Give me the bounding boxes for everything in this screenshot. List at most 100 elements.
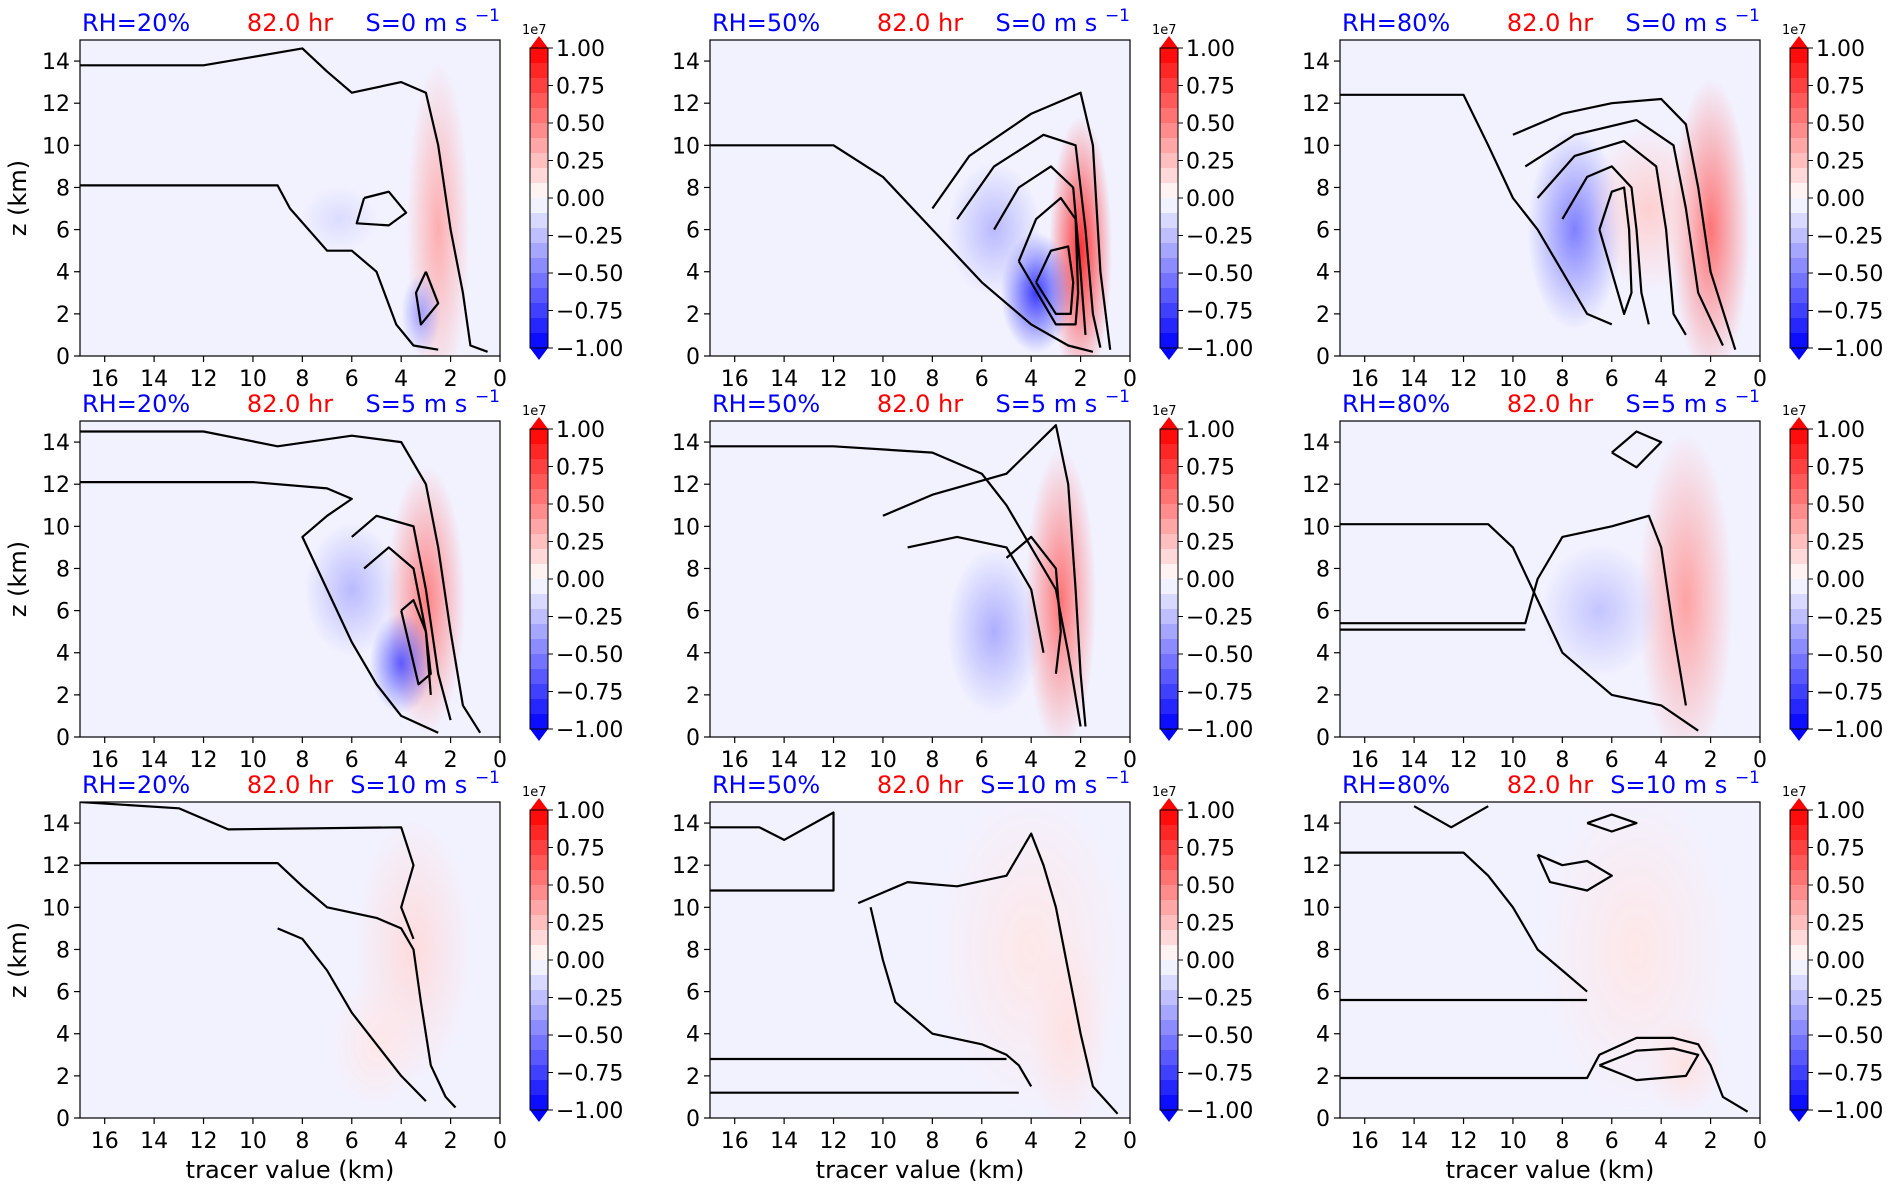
x-tick-label: 2 <box>444 367 458 392</box>
colorbar-segment <box>1160 1050 1178 1066</box>
colorbar-segment <box>1160 669 1178 685</box>
colorbar-segment <box>1160 63 1178 79</box>
y-tick-label: 12 <box>1302 92 1330 117</box>
time-title: 82.0 hr <box>877 9 963 37</box>
colorbar-segment <box>1790 288 1808 304</box>
colorbar-segment <box>1160 714 1178 730</box>
anomaly-blob <box>401 273 441 354</box>
colorbar-tick-label: −0.75 <box>1816 300 1883 325</box>
colorbar-segment <box>530 429 548 445</box>
colorbar-tick-label: −0.75 <box>1186 681 1253 706</box>
y-axis-label: z (km) <box>4 160 32 236</box>
panel-2: 16 14 12 10 8 6 4 2 002468101214RH=50% 82.0 hr S=0… <box>672 6 1253 392</box>
colorbar: 1.00 0.75 0.50 0.25 0.00 −0.25 −0.50 −0.75 −1.00… <box>1782 785 1883 1124</box>
colorbar-segment <box>1160 960 1178 976</box>
colorbar-segment <box>1160 549 1178 565</box>
colorbar-segment <box>1790 594 1808 610</box>
colorbar-tick-label: 0.00 <box>556 949 605 974</box>
panel-4: 16 14 12 10 8 6 4 2 0 0 2 4 6 8 10 12 14 z (km) RH=20% 82.0… <box>4 387 623 773</box>
colorbar-tick-label: −0.25 <box>1816 987 1883 1012</box>
colorbar-segment <box>1790 63 1808 79</box>
colorbar-tick-label: 1.00 <box>1816 799 1865 824</box>
colorbar-tick-label: 0.50 <box>556 493 605 518</box>
panel-8: 16 14 12 10 8 6 4 2 002468101214tracer value (km… <box>672 768 1253 1184</box>
rh-title: RH=50% <box>712 390 820 418</box>
colorbar-segment <box>1160 258 1178 274</box>
y-tick-label: 4 <box>56 261 70 286</box>
x-tick-label: 14 <box>770 748 798 773</box>
time-title: 82.0 hr <box>247 390 333 418</box>
colorbar-tick-label: −0.50 <box>1186 262 1253 287</box>
colorbar-tick-label: 0.25 <box>1186 150 1235 175</box>
colorbar-tick-label: 0.25 <box>1186 912 1235 937</box>
colorbar-segment <box>1790 1095 1808 1111</box>
colorbar-segment <box>1160 1080 1178 1096</box>
colorbar-segment <box>1790 579 1808 595</box>
x-tick-label: 10 <box>869 1129 897 1154</box>
x-tick-label: 2 <box>444 748 458 773</box>
x-tick-label: 6 <box>1605 1129 1619 1154</box>
colorbar-segment <box>530 990 548 1006</box>
colorbar-tick-label: −0.75 <box>556 300 623 325</box>
colorbar-segment <box>530 48 548 64</box>
shear-title: S=5 m s −1 <box>996 387 1130 418</box>
colorbar-segment <box>1160 654 1178 670</box>
colorbar-segment <box>1160 915 1178 931</box>
colorbar-segment <box>1160 213 1178 229</box>
colorbar-segment <box>530 153 548 169</box>
y-tick-label: 14 <box>42 812 70 837</box>
colorbar-segment <box>1790 1065 1808 1081</box>
x-tick-label: 16 <box>721 748 749 773</box>
colorbar-tick-label: −0.25 <box>556 987 623 1012</box>
colorbar-tick-label: 0.25 <box>556 531 605 556</box>
colorbar-segment <box>1790 318 1808 334</box>
colorbar-segment <box>1160 318 1178 334</box>
y-tick-label: 2 <box>1316 684 1330 709</box>
colorbar-tick-label: 1.00 <box>1186 418 1235 443</box>
x-tick-label: 16 <box>1351 748 1379 773</box>
colorbar-segment <box>1160 183 1178 199</box>
colorbar-extend-min <box>530 1110 548 1122</box>
y-tick-label: 8 <box>686 938 700 963</box>
time-title: 82.0 hr <box>1507 390 1593 418</box>
colorbar-segment <box>1790 564 1808 580</box>
y-tick-label: 10 <box>1302 515 1330 540</box>
colorbar-segment <box>530 1005 548 1021</box>
shear-title: S=0 m s −1 <box>1626 6 1760 37</box>
anomaly-blob <box>1540 543 1659 678</box>
y-tick-label: 0 <box>686 726 700 751</box>
y-tick-label: 0 <box>56 1107 70 1132</box>
x-tick-label: 2 <box>1704 1129 1718 1154</box>
colorbar-segment <box>1160 459 1178 475</box>
colorbar-segment <box>1790 1005 1808 1021</box>
y-tick-label: 8 <box>56 176 70 201</box>
colorbar-segment <box>530 1035 548 1051</box>
colorbar-tick-label: 1.00 <box>1816 37 1865 62</box>
colorbar-segment <box>1160 990 1178 1006</box>
colorbar-segment <box>530 504 548 520</box>
y-tick-label: 2 <box>686 303 700 328</box>
colorbar-extend-min <box>1160 1110 1178 1122</box>
x-tick-label: 0 <box>493 1129 507 1154</box>
x-tick-label: 2 <box>1074 1129 1088 1154</box>
colorbar-segment <box>530 78 548 94</box>
colorbar-tick-label: −0.25 <box>1186 987 1253 1012</box>
y-tick-label: 6 <box>56 219 70 244</box>
colorbar-tick-label: 0.50 <box>1186 493 1235 518</box>
colorbar-segment <box>530 243 548 259</box>
colorbar-tick-label: −0.75 <box>556 681 623 706</box>
colorbar-segment <box>530 1080 548 1096</box>
colorbar-segment <box>1160 810 1178 826</box>
x-tick-label: 2 <box>1704 367 1718 392</box>
colorbar-segment <box>1790 108 1808 124</box>
colorbar-segment <box>1790 474 1808 490</box>
colorbar-exponent: 1e7 <box>522 404 547 419</box>
colorbar-segment <box>1790 213 1808 229</box>
x-tick-label: 2 <box>1074 748 1088 773</box>
colorbar-segment <box>530 699 548 715</box>
colorbar-segment <box>1790 810 1808 826</box>
y-tick-label: 6 <box>686 600 700 625</box>
y-tick-label: 4 <box>686 1023 700 1048</box>
colorbar-segment <box>530 93 548 109</box>
panel-1: 16 14 12 10 8 6 4 2 002468101214z (km)RH=20% 82.0… <box>4 6 623 398</box>
